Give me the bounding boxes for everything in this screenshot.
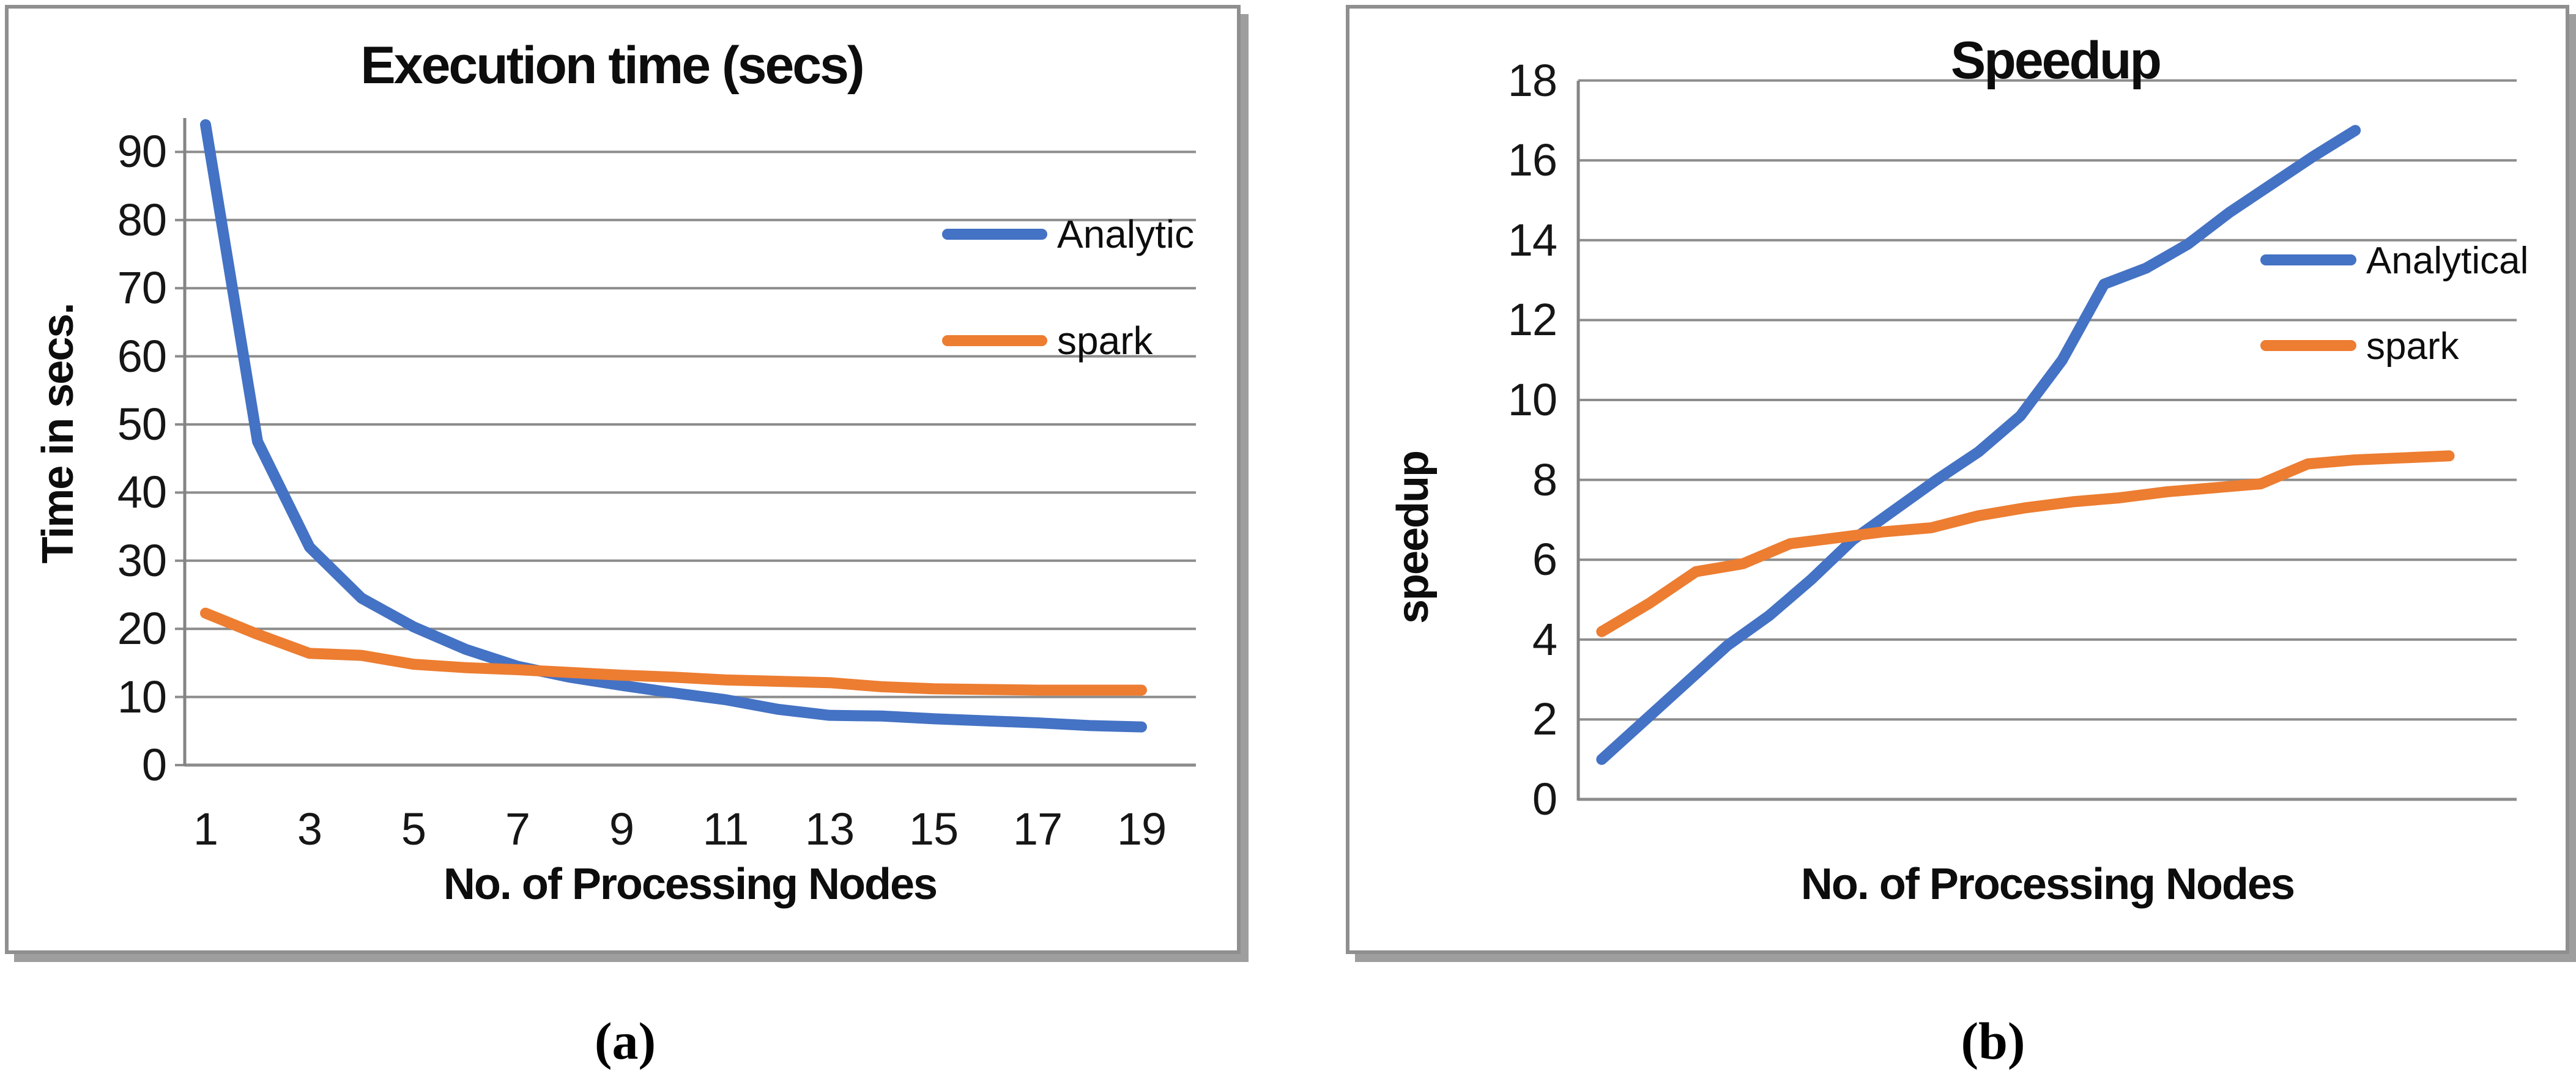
legend-label-analytic: Analytic [1057, 212, 1195, 256]
y-tick-label-4: 4 [1532, 613, 1557, 665]
execution-time-chart [175, 118, 1196, 767]
speedup-chart [1576, 79, 2517, 801]
y-tick-label-0: 0 [141, 739, 167, 790]
x-tick-label-15: 15 [908, 804, 959, 854]
chart-a-x-axis-title: No. of Processing Nodes [443, 860, 938, 909]
x-tick-label-7: 7 [505, 804, 530, 854]
y-tick-label-60: 60 [117, 330, 167, 382]
y-tick-label-40: 40 [117, 467, 167, 518]
y-tick-label-10: 10 [1507, 374, 1557, 425]
y-tick-label-80: 80 [117, 194, 167, 245]
y-tick-label-6: 6 [1532, 534, 1557, 585]
y-tick-label-18: 18 [1507, 54, 1557, 106]
legend-swatch-spark-a [942, 335, 1047, 346]
spark-line [1596, 450, 2455, 637]
legend-swatch-spark-b [2260, 340, 2356, 351]
legend-swatch-analytic [942, 229, 1047, 240]
legend-label-spark-b: spark [2366, 325, 2459, 368]
y-tick-label-2: 2 [1532, 694, 1557, 745]
chart-b-title: Speedup [1950, 31, 2162, 90]
x-tick-label-5: 5 [401, 804, 426, 854]
legend-label-spark-a: spark [1057, 319, 1153, 363]
subfigure-caption-b: (b) [1961, 1012, 2025, 1070]
x-tick-label-17: 17 [1012, 804, 1063, 854]
y-tick-label-16: 16 [1507, 135, 1557, 186]
y-tick-label-12: 12 [1507, 294, 1557, 346]
y-tick-label-20: 20 [117, 603, 167, 654]
y-tick-label-0: 0 [1532, 774, 1557, 824]
x-tick-label-19: 19 [1116, 804, 1167, 854]
y-tick-label-90: 90 [117, 126, 167, 177]
x-tick-label-3: 3 [297, 804, 322, 854]
chart-b-y-axis-title: speedup [1389, 451, 1438, 624]
spark-line [200, 607, 1147, 696]
y-tick-label-30: 30 [117, 535, 167, 586]
analytical-line [1596, 125, 2361, 765]
legend-swatch-analytical [2260, 254, 2356, 265]
legend-label-analytical: Analytical [2366, 240, 2529, 282]
x-tick-label-9: 9 [609, 804, 634, 854]
y-tick-label-8: 8 [1532, 454, 1557, 505]
y-tick-label-14: 14 [1507, 214, 1557, 265]
subfigure-caption-a: (a) [594, 1012, 656, 1070]
x-tick-label-1: 1 [193, 804, 218, 854]
y-tick-label-50: 50 [117, 399, 167, 450]
chart-a-title: Execution time (secs) [360, 36, 864, 95]
y-tick-label-10: 10 [117, 671, 167, 722]
x-tick-label-13: 13 [804, 804, 855, 854]
chart-b-x-axis-title: No. of Processing Nodes [1800, 860, 2295, 909]
y-tick-label-70: 70 [117, 262, 167, 314]
x-tick-label-11: 11 [702, 804, 749, 854]
analytic-line [200, 119, 1147, 733]
